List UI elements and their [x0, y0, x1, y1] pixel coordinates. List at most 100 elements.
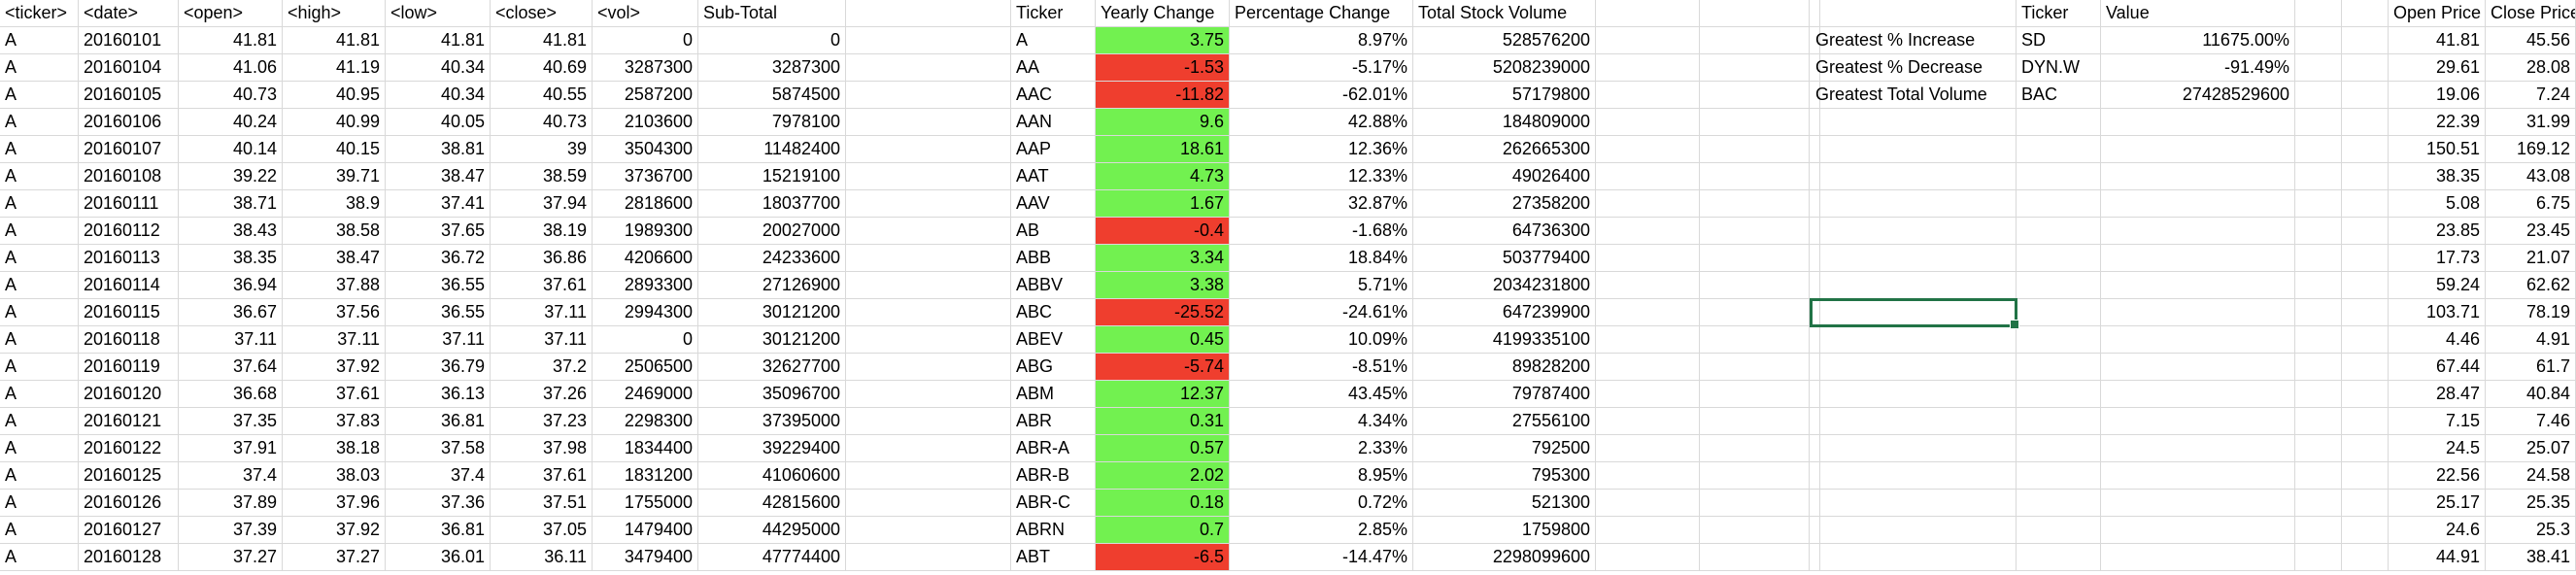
col-ticker-cell[interactable]: A — [0, 54, 79, 82]
col-greatest-ticker-cell[interactable] — [2017, 190, 2101, 218]
col-open-price-cell[interactable]: 59.24 — [2389, 272, 2486, 299]
col-close-cell[interactable]: 38.19 — [491, 218, 593, 245]
col-vol-cell[interactable]: 2818600 — [593, 190, 698, 218]
col-high-cell[interactable]: 37.61 — [283, 381, 386, 408]
col-vol-cell[interactable]: 2298300 — [593, 408, 698, 435]
col-open-cell[interactable]: <open> — [179, 0, 283, 27]
col-blank-u-cell[interactable] — [2342, 136, 2389, 163]
col-blank-i-cell[interactable] — [846, 326, 1011, 354]
col-ticker-cell[interactable]: A — [0, 381, 79, 408]
col-percentage-change-cell[interactable]: 12.33% — [1230, 163, 1413, 190]
col-greatest-ticker-cell[interactable] — [2017, 218, 2101, 245]
col-total-volume-cell[interactable]: 27358200 — [1413, 190, 1596, 218]
col-blank-o-cell[interactable] — [1700, 218, 1810, 245]
col-blank-i-cell[interactable] — [846, 54, 1011, 82]
col-vol-cell[interactable]: 1755000 — [593, 490, 698, 517]
col-date-cell[interactable]: 20160122 — [79, 435, 179, 462]
col-blank-o-cell[interactable] — [1700, 272, 1810, 299]
col-date-cell[interactable]: 20160104 — [79, 54, 179, 82]
col-blank-i-cell[interactable] — [846, 163, 1011, 190]
col-vol-cell[interactable]: 1834400 — [593, 435, 698, 462]
col-greatest-label-cell[interactable]: Greatest Total Volume — [1811, 82, 2017, 109]
col-blank-o-cell[interactable] — [1700, 408, 1810, 435]
col-high-cell[interactable]: 38.9 — [283, 190, 386, 218]
col-blank-n-cell[interactable] — [1596, 462, 1700, 490]
col-total-volume-cell[interactable]: 528576200 — [1413, 27, 1596, 54]
col-blank-t-cell[interactable] — [2295, 462, 2342, 490]
col-high-cell[interactable]: 41.81 — [283, 27, 386, 54]
col-close-price-cell[interactable]: 21.07 — [2486, 245, 2576, 272]
col-date-cell[interactable]: 20160112 — [79, 218, 179, 245]
col-yearly-change-cell[interactable]: -25.52 — [1096, 299, 1230, 326]
col-subtotal-cell[interactable]: 41060600 — [698, 462, 846, 490]
col-yearly-change-cell[interactable]: -1.53 — [1096, 54, 1230, 82]
col-date-cell[interactable]: 20160118 — [79, 326, 179, 354]
col-high-cell[interactable]: 38.58 — [283, 218, 386, 245]
col-blank-i-cell[interactable] — [846, 136, 1011, 163]
col-blank-t-cell[interactable] — [2295, 109, 2342, 136]
col-blank-u-cell[interactable] — [2342, 354, 2389, 381]
col-yearly-change-cell[interactable]: 0.45 — [1096, 326, 1230, 354]
col-percentage-change-cell[interactable]: 32.87% — [1230, 190, 1413, 218]
col-blank-t-cell[interactable] — [2295, 381, 2342, 408]
col-open-cell[interactable]: 36.94 — [179, 272, 283, 299]
col-summary-ticker-cell[interactable]: ABR — [1011, 408, 1096, 435]
col-yearly-change-cell[interactable]: 0.18 — [1096, 490, 1230, 517]
col-open-cell[interactable]: 37.35 — [179, 408, 283, 435]
col-summary-ticker-cell[interactable]: ABB — [1011, 245, 1096, 272]
col-blank-u-cell[interactable] — [2342, 82, 2389, 109]
col-ticker-cell[interactable]: A — [0, 27, 79, 54]
col-percentage-change-cell[interactable]: 42.88% — [1230, 109, 1413, 136]
col-close-price-cell[interactable]: 31.99 — [2486, 109, 2576, 136]
col-yearly-change-cell[interactable]: 9.6 — [1096, 109, 1230, 136]
col-summary-ticker-cell[interactable]: AAV — [1011, 190, 1096, 218]
col-subtotal-cell[interactable]: 11482400 — [698, 136, 846, 163]
col-greatest-value-cell[interactable] — [2101, 490, 2295, 517]
col-open-cell[interactable]: 41.06 — [179, 54, 283, 82]
col-percentage-change-cell[interactable]: 18.84% — [1230, 245, 1413, 272]
col-date-cell[interactable]: 20160115 — [79, 299, 179, 326]
col-close-cell[interactable]: 37.51 — [491, 490, 593, 517]
col-greatest-label-cell[interactable] — [1811, 136, 2017, 163]
col-subtotal-cell[interactable]: 30121200 — [698, 326, 846, 354]
col-open-price-cell[interactable]: 67.44 — [2389, 354, 2486, 381]
col-blank-i-cell[interactable] — [846, 218, 1011, 245]
col-subtotal-cell[interactable]: 3287300 — [698, 54, 846, 82]
col-date-cell[interactable]: 20160128 — [79, 544, 179, 571]
col-blank-t-cell[interactable] — [2295, 163, 2342, 190]
col-greatest-value-cell[interactable] — [2101, 272, 2295, 299]
col-percentage-change-cell[interactable]: 8.97% — [1230, 27, 1413, 54]
col-subtotal-cell[interactable]: 7978100 — [698, 109, 846, 136]
col-close-cell[interactable]: 37.26 — [491, 381, 593, 408]
col-yearly-change-cell[interactable]: 12.37 — [1096, 381, 1230, 408]
col-total-volume-cell[interactable]: 795300 — [1413, 462, 1596, 490]
col-yearly-change-cell[interactable]: 0.57 — [1096, 435, 1230, 462]
col-low-cell[interactable]: 37.58 — [386, 435, 491, 462]
col-summary-ticker-cell[interactable]: AAN — [1011, 109, 1096, 136]
col-vol-cell[interactable]: 1831200 — [593, 462, 698, 490]
col-vol-cell[interactable]: 2994300 — [593, 299, 698, 326]
col-summary-ticker-cell[interactable]: ABRN — [1011, 517, 1096, 544]
col-date-cell[interactable]: 20160125 — [79, 462, 179, 490]
col-percentage-change-cell[interactable]: 5.71% — [1230, 272, 1413, 299]
col-total-volume-cell[interactable]: 184809000 — [1413, 109, 1596, 136]
col-open-cell[interactable]: 38.43 — [179, 218, 283, 245]
col-date-cell[interactable]: 20160119 — [79, 354, 179, 381]
col-greatest-ticker-cell[interactable] — [2017, 381, 2101, 408]
col-blank-n-cell[interactable] — [1596, 517, 1700, 544]
col-yearly-change-cell[interactable]: 2.02 — [1096, 462, 1230, 490]
col-percentage-change-cell[interactable]: -5.17% — [1230, 54, 1413, 82]
col-date-cell[interactable]: 20160106 — [79, 109, 179, 136]
col-blank-t-cell[interactable] — [2295, 299, 2342, 326]
col-blank-o-cell[interactable] — [1700, 544, 1810, 571]
col-high-cell[interactable]: 40.95 — [283, 82, 386, 109]
col-percentage-change-cell[interactable]: 4.34% — [1230, 408, 1413, 435]
col-ticker-cell[interactable]: A — [0, 490, 79, 517]
col-greatest-value-cell[interactable] — [2101, 517, 2295, 544]
col-low-cell[interactable]: <low> — [386, 0, 491, 27]
col-summary-ticker-cell[interactable]: ABC — [1011, 299, 1096, 326]
col-low-cell[interactable]: 36.55 — [386, 299, 491, 326]
col-high-cell[interactable]: 37.92 — [283, 517, 386, 544]
col-yearly-change-cell[interactable]: -11.82 — [1096, 82, 1230, 109]
col-greatest-ticker-cell[interactable] — [2017, 354, 2101, 381]
